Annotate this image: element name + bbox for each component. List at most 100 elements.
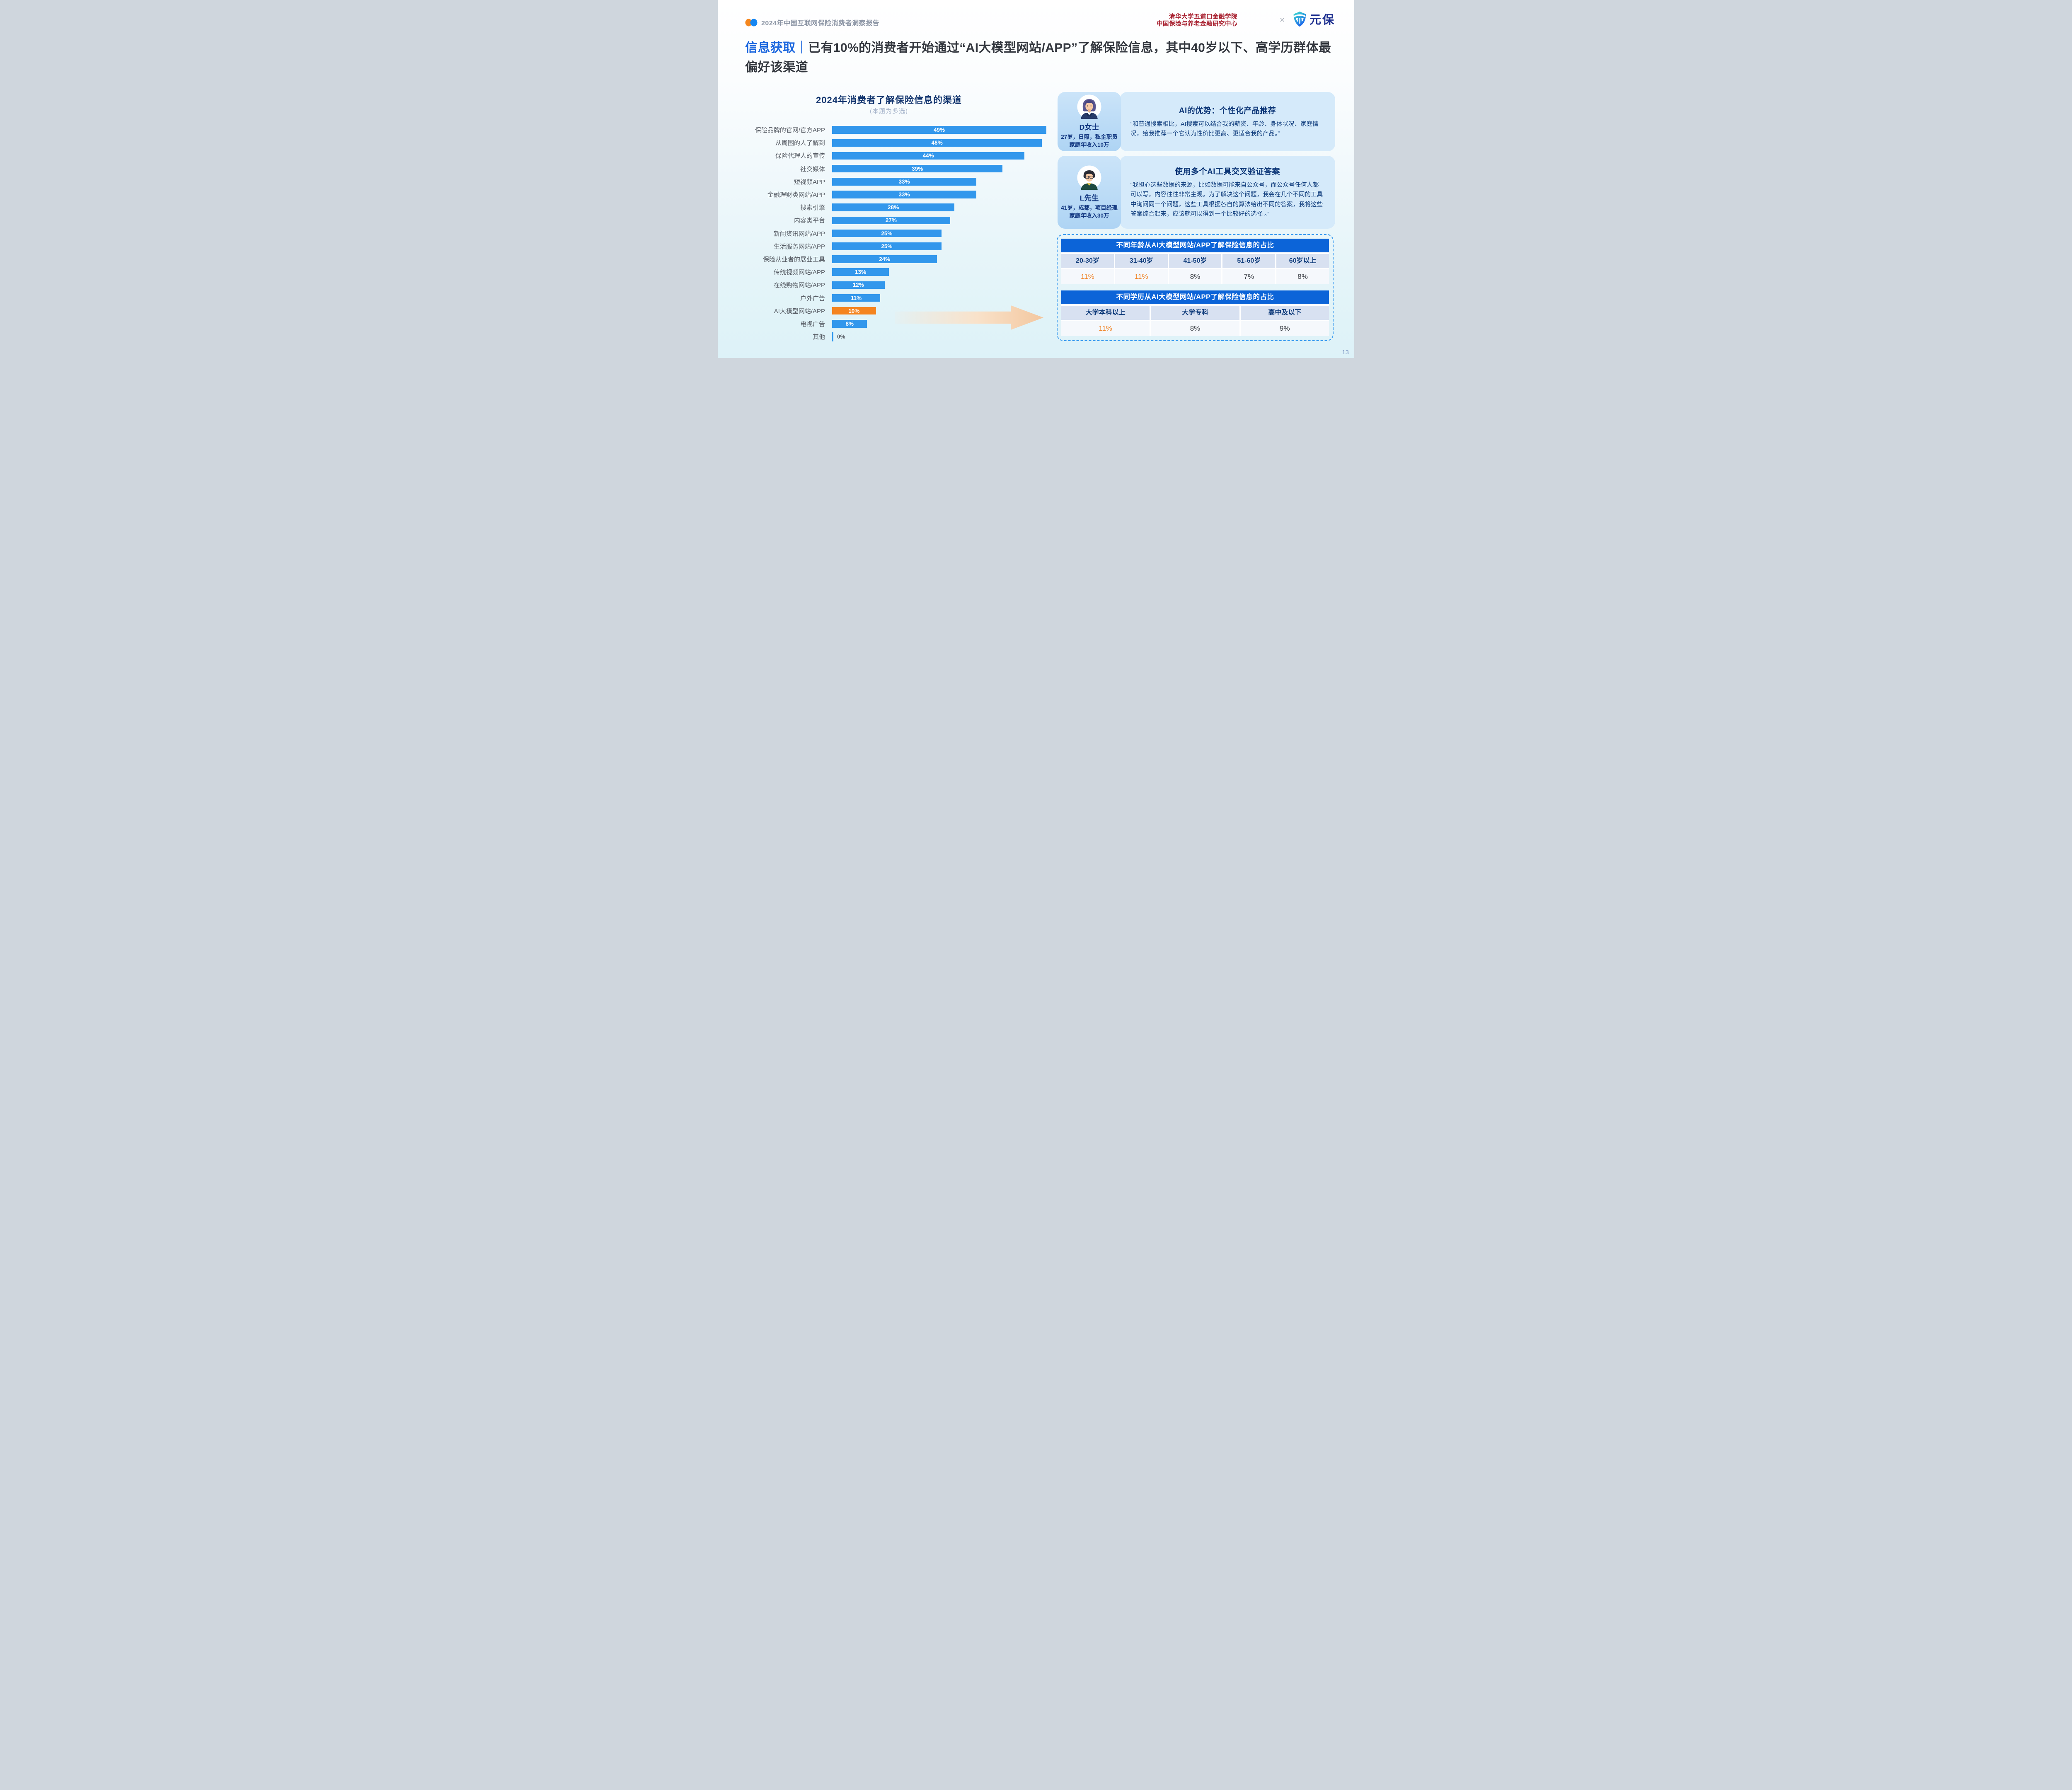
table-column-header: 60岁以上 <box>1276 254 1329 268</box>
chart-value-label: 27% <box>885 217 897 224</box>
male-avatar-icon <box>1077 165 1101 190</box>
chart-bar-area: 11% <box>832 291 1053 304</box>
page-title-separator: ｜ <box>795 41 808 55</box>
table-value-cell: 9% <box>1240 321 1329 336</box>
chart-bar-area: 25% <box>832 227 1053 240</box>
report-dots-icon <box>745 19 758 26</box>
profile-details: 41岁，成都，项目经理 <box>1061 204 1118 211</box>
chart-category-label: 保险从业者的展业工具 <box>762 256 825 263</box>
chart-bar-area: 25% <box>832 240 1053 253</box>
table-value-cell: 8% <box>1276 269 1329 284</box>
chart-row: 内容类平台 27% <box>722 214 1053 227</box>
table-column-header: 20-30岁 <box>1061 254 1114 268</box>
bar-chart: 保险品牌的官网/官方APP 49% 从周围的人了解到 48% 保险代理人的宣传 44% 社交… <box>722 123 1053 343</box>
slide-canvas: 2024年中国互联网保险消费者洞察报告 清华大学五道口金融学院 中国保险与养老金… <box>718 0 1354 358</box>
chart-value-label: 49% <box>933 127 945 133</box>
profile-details: 家庭年收入30万 <box>1069 212 1109 219</box>
chart-row: 社交媒体 39% <box>722 162 1053 175</box>
chart-value-label: 13% <box>855 269 867 276</box>
page-title: 信息获取｜已有10%的消费者开始通过“AI大模型网站/APP”了解保险信息，其中… <box>745 38 1337 77</box>
chart-category-label: 金融理财类网站/APP <box>767 191 825 199</box>
chart-value-label: 8% <box>845 320 854 327</box>
chart-subtitle: (本题为多选) <box>870 108 908 115</box>
chart-bar: 48% <box>832 139 1042 147</box>
avatar <box>1077 94 1101 119</box>
chart-category-label: 生活服务网站/APP <box>773 243 825 250</box>
chart-category-label: 传统视频网站/APP <box>773 269 825 276</box>
chart-value-label: 0% <box>837 334 845 340</box>
chart-bar: 13% <box>832 268 889 276</box>
table-value-cell: 8% <box>1151 321 1239 336</box>
profile-quote: “我担心这些数据的来源，比如数据可能来自公众号，而公众号任何人都可以写，内容往往… <box>1130 181 1323 218</box>
chart-value-label: 48% <box>931 140 943 146</box>
chart-bar-area: 10% <box>832 305 1053 317</box>
female-avatar-icon <box>1077 94 1101 119</box>
table-column-header: 41-50岁 <box>1169 254 1222 268</box>
table-header-row: 20-30岁 31-40岁 41-50岁 51-60岁 60岁以上 <box>1061 254 1329 268</box>
chart-bar-area: 39% <box>832 162 1053 175</box>
chart-bar: 11% <box>832 294 881 302</box>
chart-category-label: 其他 <box>812 334 825 341</box>
profile-panel: AI的优势：个性化产品推荐 “和普通搜索相比，AI搜索可以结合我的薪资、年龄、身体… <box>1058 92 1335 151</box>
chart-row: 新闻资讯网站/APP 25% <box>722 227 1053 240</box>
chart-bar: 27% <box>832 216 950 225</box>
chart-value-label: 11% <box>850 295 862 301</box>
yuanbao-shield-icon <box>1293 11 1306 27</box>
chart-category-label: 搜索引擎 <box>800 204 825 212</box>
chart-row: 保险品牌的官网/官方APP 49% <box>722 123 1053 136</box>
brand-logo: 元保 <box>1293 11 1335 27</box>
chart-bar: 10% <box>832 307 876 315</box>
chart-bar: 25% <box>832 242 942 250</box>
chart-axis-tick <box>832 332 833 341</box>
chart-bar: 24% <box>832 255 937 263</box>
chart-bar: 12% <box>832 281 885 289</box>
profile-name: D女士 <box>1079 123 1099 131</box>
chart-category-label: 保险代理人的宣传 <box>775 152 825 160</box>
profile-card: L先生 41岁，成都，项目经理 家庭年收入30万 <box>1058 156 1121 229</box>
chart-row: 户外广告 11% <box>722 291 1053 304</box>
chart-category-label: 户外广告 <box>800 295 825 302</box>
page-title-rest: 已有10%的消费者开始通过“AI大模型网站/APP”了解保险信息，其中40岁以下… <box>745 41 1331 74</box>
chart-bar: 39% <box>832 164 1003 173</box>
chart-category-label: 电视广告 <box>800 320 825 328</box>
chart-value-label: 10% <box>848 307 860 314</box>
profile-details: 27岁，日照，私企职员 <box>1061 134 1118 140</box>
chart-bar-area: 12% <box>832 278 1053 291</box>
chart-category-label: 保险品牌的官网/官方APP <box>755 127 825 134</box>
chart-bar-area: 8% <box>832 317 1053 330</box>
table-title: 不同学历从AI大模型网站/APP了解保险信息的占比 <box>1061 290 1329 304</box>
chart-bar: 33% <box>832 178 977 186</box>
chart-row: 从周围的人了解到 48% <box>722 136 1053 149</box>
table-column-header: 31-40岁 <box>1115 254 1168 268</box>
table-column-header: 大学本科以上 <box>1061 306 1150 320</box>
page-number: 13 <box>1342 349 1349 356</box>
table-header-row: 大学本科以上 大学专科 高中及以下 <box>1061 306 1329 320</box>
table-column-header: 大学专科 <box>1151 306 1239 320</box>
profile-insight-title: 使用多个AI工具交叉验证答案 <box>1174 167 1280 176</box>
chart-row: 电视广告 8% <box>722 317 1053 330</box>
chart-bar: 8% <box>832 320 867 328</box>
chart-value-label: 33% <box>898 178 910 185</box>
table-value-cell: 11% <box>1061 269 1114 284</box>
chart-value-label: 24% <box>879 256 891 262</box>
chart-bar-area: 28% <box>832 201 1053 214</box>
chart-row: 短视频APP 33% <box>722 175 1053 188</box>
chart-bar-area: 44% <box>832 149 1053 162</box>
chart-bar: 28% <box>832 203 955 211</box>
header-left: 2024年中国互联网保险消费者洞察报告 <box>745 17 879 27</box>
chart-value-label: 39% <box>912 165 923 172</box>
profile-card: D女士 27岁，日照，私企职员 家庭年收入10万 <box>1058 92 1121 151</box>
report-title: 2024年中国互联网保险消费者洞察报告 <box>761 20 880 27</box>
chart-category-label: 社交媒体 <box>800 165 825 173</box>
chart-bar: 33% <box>832 191 977 198</box>
chart-bar-area: 49% <box>832 123 1053 136</box>
chart-bar: 44% <box>832 152 1025 160</box>
chart-bar-area: 48% <box>832 136 1053 149</box>
chart-bar: 25% <box>832 229 942 237</box>
profile-panel: 使用多个AI工具交叉验证答案 “我担心这些数据的来源，比如数据可能来自公众号，而公… <box>1058 156 1335 229</box>
chart-row: 在线购物网站/APP 12% <box>722 278 1053 291</box>
institution-line1: 清华大学五道口金融学院 <box>1169 14 1237 20</box>
chart-row: 搜索引擎 28% <box>722 201 1053 214</box>
chart-bar-area: 33% <box>832 188 1053 201</box>
chart-value-label: 25% <box>881 230 893 237</box>
